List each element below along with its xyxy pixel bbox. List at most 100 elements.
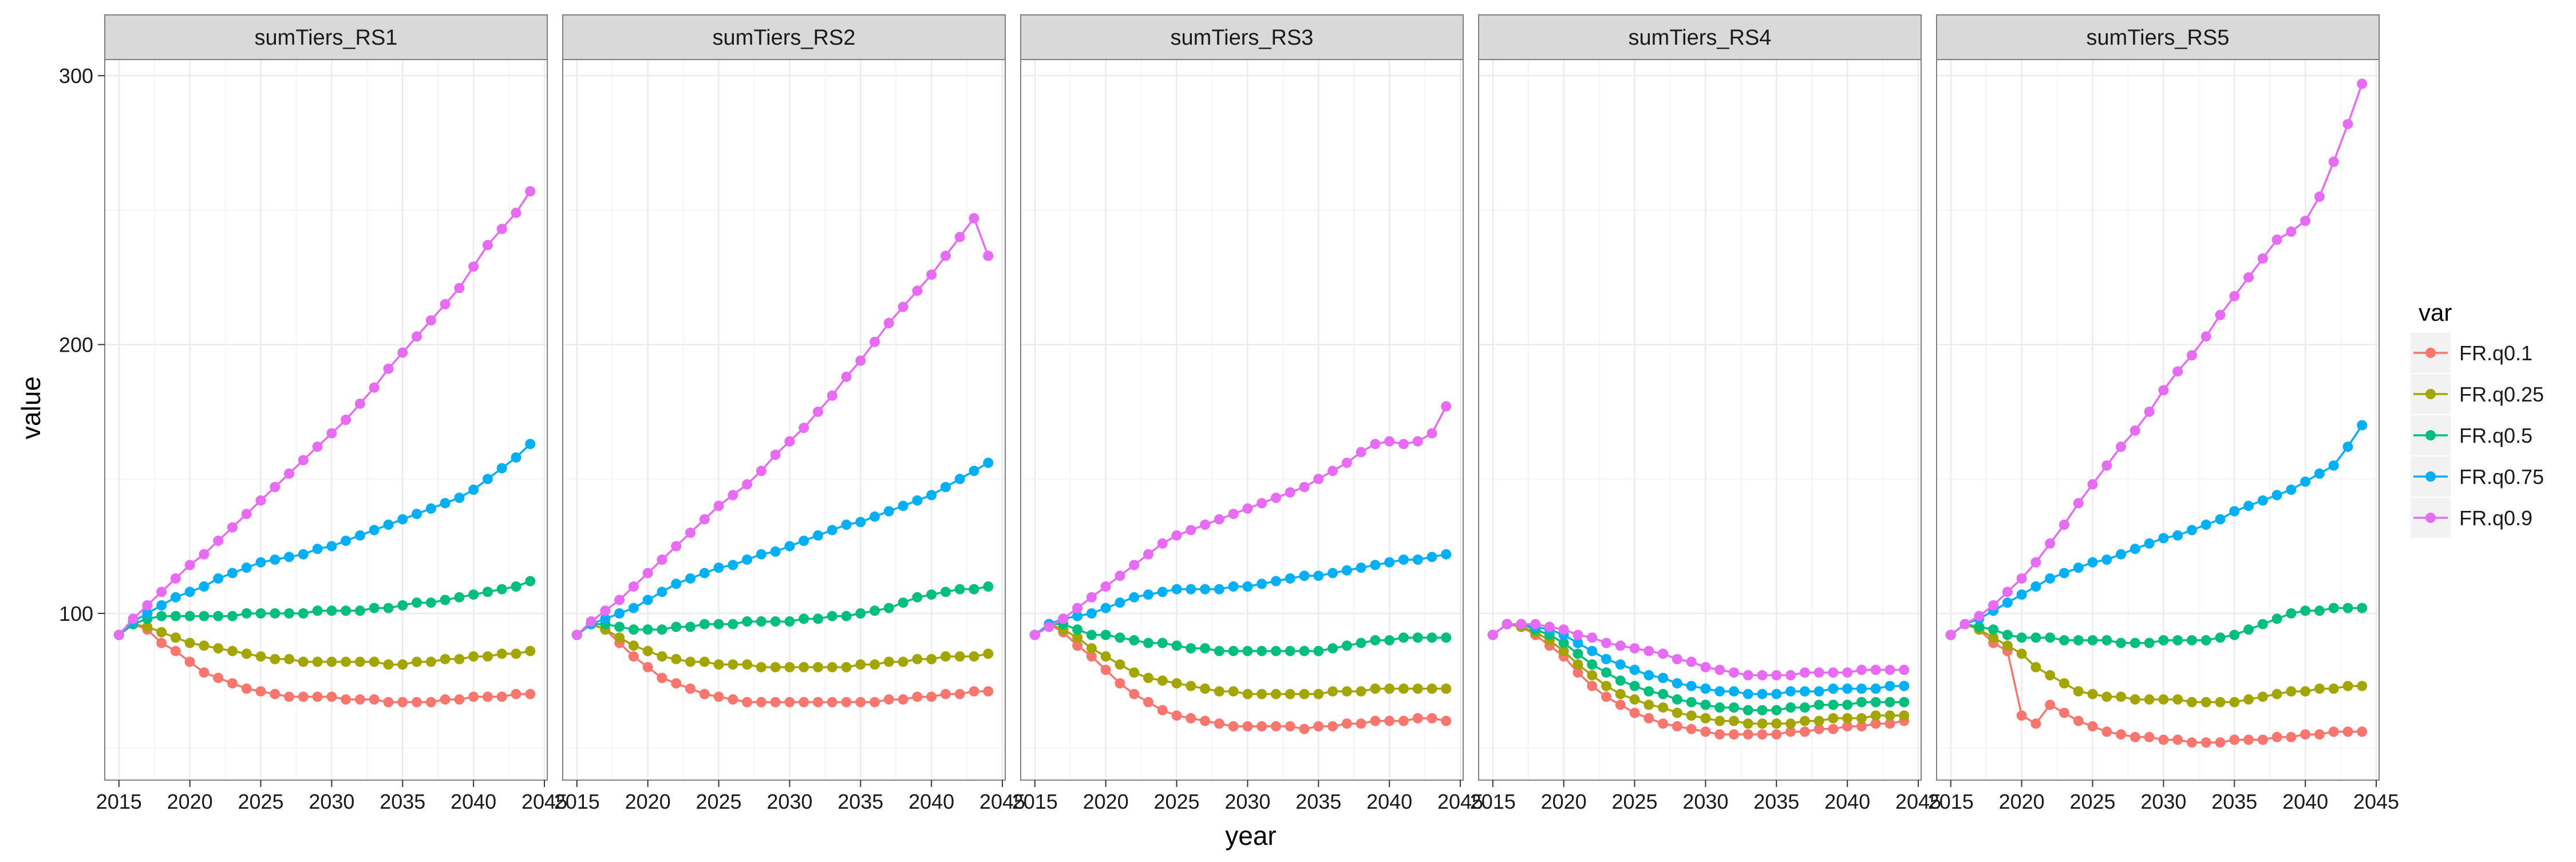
data-point xyxy=(1799,715,1810,726)
data-point xyxy=(383,659,394,670)
data-point xyxy=(1988,624,1999,635)
data-point xyxy=(128,613,139,624)
data-point xyxy=(954,474,965,485)
data-point xyxy=(1157,538,1168,549)
data-point xyxy=(2314,729,2325,740)
data-point xyxy=(2030,662,2041,672)
data-point xyxy=(1785,702,1796,713)
data-point xyxy=(883,506,894,517)
data-point xyxy=(671,654,682,664)
data-point xyxy=(812,530,823,541)
data-point xyxy=(341,656,351,667)
data-point xyxy=(699,568,710,578)
data-point xyxy=(2229,291,2240,302)
data-point xyxy=(628,651,639,662)
data-point xyxy=(1700,699,1711,710)
data-point xyxy=(1398,632,1409,643)
data-point xyxy=(1270,721,1281,732)
data-point xyxy=(1686,656,1697,667)
legend-key-point xyxy=(2425,389,2436,399)
data-point xyxy=(1587,659,1598,670)
facet-strip xyxy=(104,14,548,60)
data-point xyxy=(412,656,422,667)
data-point xyxy=(511,207,521,218)
data-point xyxy=(440,498,451,509)
data-point xyxy=(1714,686,1725,697)
data-point xyxy=(2016,632,2027,643)
facet-strip-label: sumTiers_RS4 xyxy=(1629,26,1772,50)
data-point xyxy=(1587,645,1598,656)
data-point xyxy=(1799,667,1810,678)
data-point xyxy=(1157,637,1168,648)
x-tick-label: 2045 xyxy=(1437,790,1483,813)
data-point xyxy=(1615,688,1626,699)
data-point xyxy=(1370,635,1381,645)
data-point xyxy=(657,624,667,635)
x-tick-label: 2030 xyxy=(1224,790,1270,813)
data-point xyxy=(855,608,866,619)
x-tick-label: 2035 xyxy=(380,790,425,813)
data-point xyxy=(454,654,465,664)
data-point xyxy=(2342,441,2353,452)
data-point xyxy=(1700,662,1711,672)
data-point xyxy=(898,301,908,312)
data-point xyxy=(525,439,536,450)
x-tick-label: 2015 xyxy=(554,790,600,813)
data-point xyxy=(1171,710,1182,721)
data-point xyxy=(2129,694,2140,705)
data-point xyxy=(1115,632,1125,643)
data-point xyxy=(2271,234,2282,245)
data-point xyxy=(983,581,994,592)
data-point xyxy=(440,595,451,605)
data-point xyxy=(1974,611,1985,621)
data-point xyxy=(728,560,738,570)
data-point xyxy=(2300,729,2311,740)
data-point xyxy=(1313,688,1324,699)
data-point xyxy=(425,503,436,514)
data-point xyxy=(1828,699,1839,710)
data-point xyxy=(425,597,436,608)
data-point xyxy=(1171,530,1182,541)
data-point xyxy=(1672,707,1682,718)
data-point xyxy=(354,530,365,541)
data-point xyxy=(255,608,266,619)
data-point xyxy=(1771,704,1782,715)
data-point xyxy=(354,694,365,705)
data-point xyxy=(1714,664,1725,675)
data-point xyxy=(898,597,908,608)
x-tick-label: 2035 xyxy=(837,790,883,813)
data-point xyxy=(2101,635,2112,645)
data-point xyxy=(699,619,710,629)
data-point xyxy=(284,608,295,619)
data-point xyxy=(642,595,653,605)
data-point xyxy=(1945,629,1956,640)
data-point xyxy=(600,613,611,624)
data-point xyxy=(1242,688,1253,699)
data-point xyxy=(1516,619,1527,629)
data-point xyxy=(354,656,365,667)
data-point xyxy=(1214,584,1224,595)
data-point xyxy=(870,605,880,616)
data-point xyxy=(2116,637,2127,648)
data-point xyxy=(397,696,408,707)
x-tick-label: 2025 xyxy=(696,790,741,813)
data-point xyxy=(1228,721,1239,732)
data-point xyxy=(926,654,937,664)
data-point xyxy=(440,694,451,705)
data-point xyxy=(2030,557,2041,568)
data-point xyxy=(1771,729,1782,740)
data-point xyxy=(1700,713,1711,724)
data-point xyxy=(2229,696,2240,707)
data-point xyxy=(657,554,667,565)
data-point xyxy=(713,691,724,702)
x-tick-label: 2025 xyxy=(1611,790,1657,813)
data-point xyxy=(1587,670,1598,680)
data-point xyxy=(1327,643,1338,654)
x-tick-label: 2020 xyxy=(1999,790,2045,813)
data-point xyxy=(511,452,521,463)
data-point xyxy=(713,562,724,573)
data-point xyxy=(1398,439,1409,450)
data-point xyxy=(827,611,837,621)
data-point xyxy=(940,587,951,597)
data-point xyxy=(255,495,266,506)
